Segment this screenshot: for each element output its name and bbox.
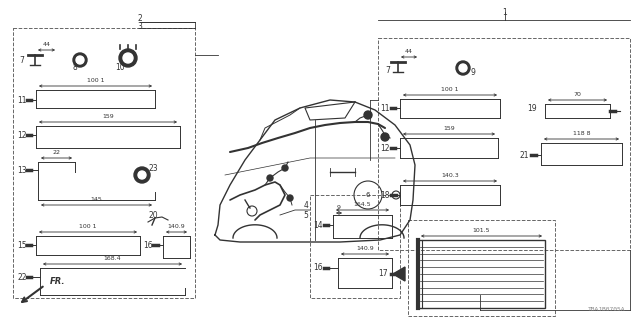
Text: 1: 1 bbox=[502, 7, 508, 17]
Text: 7: 7 bbox=[20, 55, 24, 65]
Text: 10: 10 bbox=[115, 63, 125, 72]
Circle shape bbox=[123, 53, 133, 63]
Text: 9: 9 bbox=[470, 68, 475, 76]
Circle shape bbox=[282, 165, 288, 171]
Text: 4: 4 bbox=[303, 201, 308, 210]
Text: 21: 21 bbox=[519, 150, 529, 159]
Text: 140.9: 140.9 bbox=[168, 224, 186, 229]
Text: 23: 23 bbox=[148, 164, 157, 172]
Text: 7: 7 bbox=[385, 66, 390, 75]
Text: 159: 159 bbox=[102, 114, 114, 119]
Text: 22: 22 bbox=[52, 150, 61, 155]
Text: 6: 6 bbox=[365, 192, 371, 198]
Text: 2: 2 bbox=[138, 13, 142, 22]
Text: 100 1: 100 1 bbox=[79, 224, 97, 229]
Text: FR.: FR. bbox=[50, 277, 65, 286]
Text: 101.5: 101.5 bbox=[473, 228, 490, 233]
Circle shape bbox=[76, 56, 84, 64]
Text: 145: 145 bbox=[91, 197, 102, 202]
Text: 16: 16 bbox=[313, 263, 323, 273]
Bar bbox=[13, 28, 195, 298]
Text: 22: 22 bbox=[17, 273, 27, 282]
Text: 17: 17 bbox=[378, 269, 388, 278]
Bar bbox=[378, 38, 630, 250]
Text: 14: 14 bbox=[313, 220, 323, 229]
Text: 140.3: 140.3 bbox=[441, 173, 459, 178]
Circle shape bbox=[381, 133, 389, 141]
Text: 164.5: 164.5 bbox=[354, 202, 371, 207]
Circle shape bbox=[119, 49, 137, 67]
Text: 19: 19 bbox=[527, 103, 537, 113]
Text: 70: 70 bbox=[573, 92, 581, 97]
Text: 140.9: 140.9 bbox=[356, 246, 374, 251]
Text: 20: 20 bbox=[148, 211, 157, 220]
Text: 118 8: 118 8 bbox=[573, 131, 590, 136]
Circle shape bbox=[364, 111, 372, 119]
Text: 44: 44 bbox=[405, 49, 413, 54]
Circle shape bbox=[73, 53, 87, 67]
Circle shape bbox=[267, 175, 273, 181]
Text: 12: 12 bbox=[17, 131, 27, 140]
Text: 16: 16 bbox=[143, 241, 153, 250]
Text: TBAJB0705A: TBAJB0705A bbox=[588, 307, 625, 312]
Circle shape bbox=[456, 61, 470, 75]
Text: 15: 15 bbox=[17, 241, 27, 250]
Text: 168.4: 168.4 bbox=[104, 256, 122, 261]
Text: 9: 9 bbox=[337, 205, 341, 210]
Text: 100 1: 100 1 bbox=[87, 78, 104, 83]
Text: 100 1: 100 1 bbox=[441, 87, 459, 92]
Text: 13: 13 bbox=[17, 165, 27, 174]
Text: 18: 18 bbox=[380, 190, 390, 199]
Text: 44: 44 bbox=[42, 42, 51, 47]
Bar bbox=[310, 195, 400, 298]
Text: 159: 159 bbox=[443, 126, 455, 131]
Text: 3: 3 bbox=[138, 21, 143, 30]
Text: 8: 8 bbox=[72, 63, 77, 72]
Text: 5: 5 bbox=[303, 211, 308, 220]
Text: 12: 12 bbox=[380, 143, 390, 153]
Bar bbox=[408, 220, 555, 316]
Text: 11: 11 bbox=[380, 103, 390, 113]
Circle shape bbox=[134, 167, 150, 183]
Bar bbox=[418, 240, 545, 308]
Circle shape bbox=[138, 171, 146, 179]
Circle shape bbox=[287, 195, 293, 201]
Polygon shape bbox=[393, 267, 405, 281]
Text: 11: 11 bbox=[17, 95, 27, 105]
Circle shape bbox=[459, 64, 467, 72]
